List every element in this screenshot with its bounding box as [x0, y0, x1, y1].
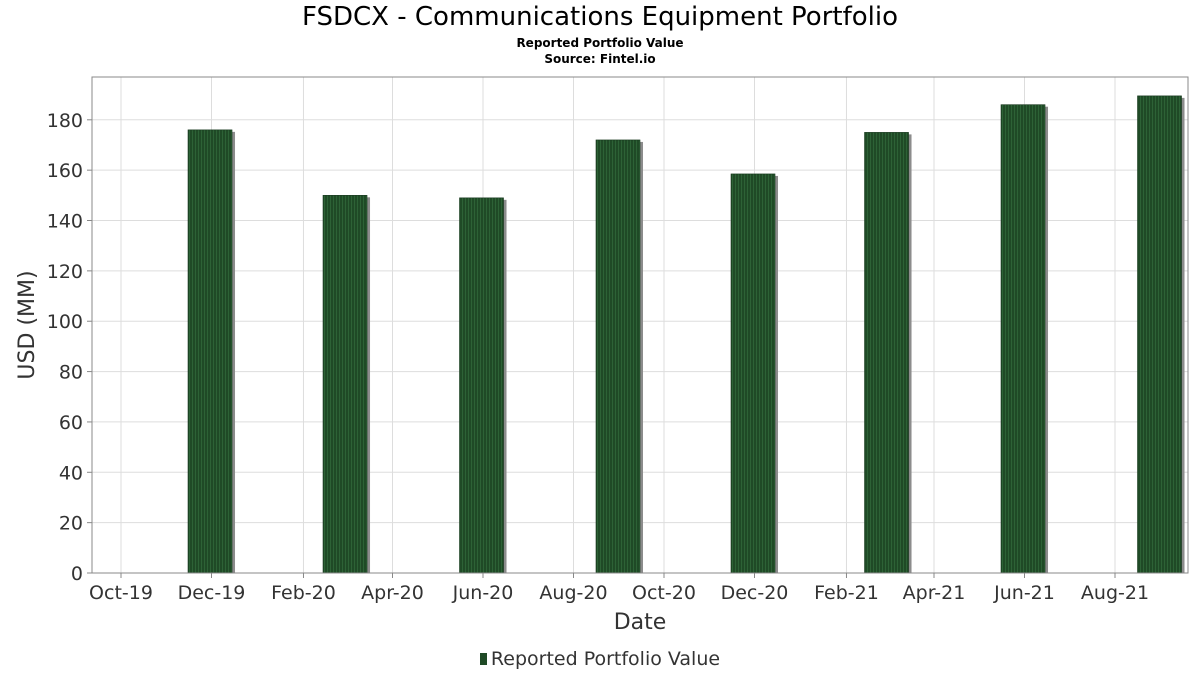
legend-swatch — [479, 653, 487, 665]
y-tick-label: 40 — [59, 462, 83, 484]
chart-title: FSDCX - Communications Equipment Portfol… — [302, 2, 898, 32]
y-tick-label: 100 — [47, 311, 83, 333]
x-tick-label: Aug-20 — [539, 582, 607, 604]
y-tick-label: 140 — [47, 211, 83, 233]
x-axis-ticks: Oct-19 Dec-19 Feb-20 Apr-20 Jun-20 Aug-20 Oct-… — [89, 573, 1149, 604]
y-tick-label: 0 — [71, 563, 83, 585]
x-tick-label: Jun-21 — [993, 582, 1055, 604]
bars — [187, 95, 1185, 574]
chart-source: Source: Fintel.io — [544, 52, 656, 66]
y-axis-ticks: 0 20 40 60 80 100 120 140 160 180 — [47, 110, 92, 585]
y-tick-label: 60 — [59, 412, 83, 434]
legend: Reported Portfolio Value — [0, 648, 1200, 670]
chart-subtitle: Reported Portfolio Value — [516, 36, 684, 50]
plot-area — [91, 76, 1189, 574]
y-tick-label: 120 — [47, 261, 83, 283]
x-tick-label: Aug-21 — [1081, 582, 1149, 604]
bar — [864, 132, 909, 574]
bar — [1137, 95, 1182, 574]
y-axis-label: USD (MM) — [15, 270, 40, 379]
x-tick-label: Oct-19 — [89, 582, 153, 604]
y-tick-label: 80 — [59, 362, 83, 384]
bar — [595, 139, 641, 574]
x-tick-label: Oct-20 — [632, 582, 696, 604]
x-tick-label: Apr-21 — [903, 582, 966, 604]
legend-label: Reported Portfolio Value — [490, 648, 721, 670]
x-tick-label: Dec-19 — [178, 582, 246, 604]
bar — [322, 195, 368, 574]
x-tick-label: Feb-21 — [814, 582, 879, 604]
bar — [459, 197, 504, 574]
y-tick-label: 160 — [47, 160, 83, 182]
x-tick-label: Apr-20 — [361, 582, 424, 604]
x-tick-label: Jun-20 — [452, 582, 514, 604]
bar — [187, 129, 233, 574]
y-tick-label: 180 — [47, 110, 83, 132]
y-tick-label: 20 — [59, 513, 83, 535]
bar — [1000, 104, 1046, 574]
x-tick-label: Dec-20 — [721, 582, 789, 604]
x-tick-label: Feb-20 — [271, 582, 336, 604]
x-axis-label: Date — [614, 610, 667, 635]
bar — [730, 173, 776, 574]
